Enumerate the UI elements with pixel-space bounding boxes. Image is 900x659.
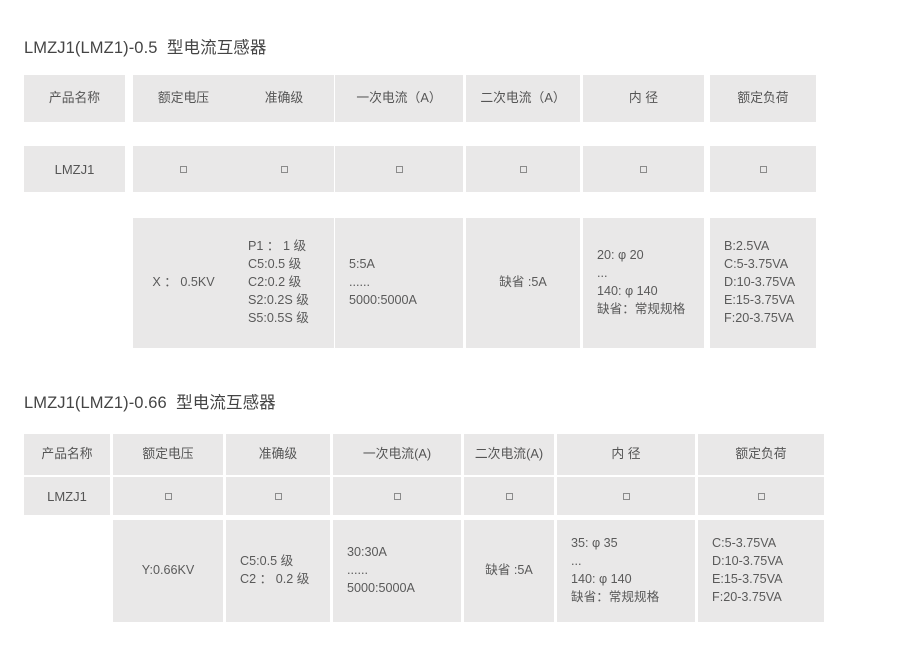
spec-text-accuracy-class: P1 ： 1 级 C5:0.5 级 C2:0.2 级 S2:0.2S 级 S5:… bbox=[248, 239, 309, 325]
spec-text-secondary-current: 缺省 :5A bbox=[499, 275, 547, 290]
selector-cell-rated-voltage[interactable] bbox=[133, 146, 234, 192]
selector-cell-rated-load[interactable] bbox=[698, 477, 824, 515]
selector-cell-accuracy-class[interactable] bbox=[234, 146, 334, 192]
selector-cell-primary-current[interactable] bbox=[333, 477, 461, 515]
selector-cell-secondary-current[interactable] bbox=[466, 146, 580, 192]
spec-cell-rated-load: C:5-3.75VA D:10-3.75VA E:15-3.75VA F:20-… bbox=[698, 520, 824, 622]
empty-square-icon bbox=[759, 165, 767, 173]
empty-square-icon bbox=[274, 492, 282, 500]
spec-cell-rated-load: B:2.5VA C:5-3.75VA D:10-3.75VA E:15-3.75… bbox=[710, 218, 816, 348]
empty-square-icon bbox=[640, 165, 647, 173]
spec-text-rated-load: C:5-3.75VA D:10-3.75VA E:15-3.75VA F:20-… bbox=[712, 536, 784, 604]
spec-text-rated-voltage: X ： 0.5KV bbox=[152, 275, 215, 290]
column-header-secondary-current: 二次电流（A） bbox=[466, 75, 580, 122]
empty-square-icon bbox=[395, 165, 403, 173]
spec-cell-primary-current: 5:5A ...... 5000:5000A bbox=[335, 218, 463, 348]
column-header-product-name: 产品名称 bbox=[24, 434, 110, 475]
spec-cell-primary-current: 30:30A ...... 5000:5000A bbox=[333, 520, 461, 622]
empty-square-icon bbox=[505, 492, 513, 500]
page-title-table-2: LMZJ1(LMZ1)-0.66 型电流互感器 bbox=[24, 394, 276, 412]
spec-text-accuracy-class: C5:0.5 级 C2 ： 0.2 级 bbox=[240, 554, 310, 586]
spec-cell-accuracy-class: P1 ： 1 级 C5:0.5 级 C2:0.2 级 S2:0.2S 级 S5:… bbox=[234, 218, 334, 348]
spec-text-inner-diameter: 20: φ 20 ... 140: φ 140 缺省：常规规格 bbox=[597, 248, 686, 316]
column-header-product-name: 产品名称 bbox=[24, 75, 125, 122]
column-header-accuracy-class: 准确级 bbox=[226, 434, 330, 475]
product-name-value: LMZJ1 bbox=[24, 477, 110, 515]
column-header-primary-current: 一次电流（A） bbox=[335, 75, 463, 122]
empty-square-icon bbox=[164, 492, 172, 500]
spec-cell-rated-voltage: X ： 0.5KV bbox=[133, 218, 234, 348]
empty-square-icon bbox=[519, 165, 527, 173]
spec-text-primary-current: 30:30A ...... 5000:5000A bbox=[347, 545, 415, 595]
column-header-secondary-current: 二次电流(A) bbox=[464, 434, 554, 475]
selector-cell-primary-current[interactable] bbox=[335, 146, 463, 192]
column-header-inner-diameter: 内 径 bbox=[583, 75, 704, 122]
empty-square-icon bbox=[280, 165, 288, 173]
selector-cell-inner-diameter[interactable] bbox=[583, 146, 704, 192]
spec-text-secondary-current: 缺省 :5A bbox=[485, 563, 533, 578]
empty-square-icon bbox=[622, 492, 630, 500]
column-header-rated-voltage: 额定电压 bbox=[133, 75, 234, 122]
column-header-accuracy-class: 准确级 bbox=[234, 75, 334, 122]
product-name-value: LMZJ1 bbox=[24, 146, 125, 192]
spec-text-rated-load: B:2.5VA C:5-3.75VA D:10-3.75VA E:15-3.75… bbox=[724, 239, 796, 325]
spec-cell-secondary-current: 缺省 :5A bbox=[464, 520, 554, 622]
column-header-rated-load: 额定负荷 bbox=[710, 75, 816, 122]
spec-cell-secondary-current: 缺省 :5A bbox=[466, 218, 580, 348]
spec-cell-inner-diameter: 35: φ 35 ... 140: φ 140 缺省：常规规格 bbox=[557, 520, 695, 622]
column-header-primary-current: 一次电流(A) bbox=[333, 434, 461, 475]
spec-cell-rated-voltage: Y:0.66KV bbox=[113, 520, 223, 622]
spec-text-inner-diameter: 35: φ 35 ... 140: φ 140 缺省：常规规格 bbox=[571, 536, 660, 604]
selector-cell-secondary-current[interactable] bbox=[464, 477, 554, 515]
selector-cell-rated-voltage[interactable] bbox=[113, 477, 223, 515]
spec-text-primary-current: 5:5A ...... 5000:5000A bbox=[349, 257, 417, 307]
column-header-inner-diameter: 内 径 bbox=[557, 434, 695, 475]
selector-cell-accuracy-class[interactable] bbox=[226, 477, 330, 515]
column-header-rated-voltage: 额定电压 bbox=[113, 434, 223, 475]
empty-square-icon bbox=[757, 492, 765, 500]
empty-square-icon bbox=[180, 165, 187, 173]
empty-square-icon bbox=[393, 492, 401, 500]
spec-cell-accuracy-class: C5:0.5 级 C2 ： 0.2 级 bbox=[226, 520, 330, 622]
selector-cell-inner-diameter[interactable] bbox=[557, 477, 695, 515]
column-header-rated-load: 额定负荷 bbox=[698, 434, 824, 475]
spec-text-rated-voltage: Y:0.66KV bbox=[141, 563, 195, 578]
page-title-table-1: LMZJ1(LMZ1)-0.5 型电流互感器 bbox=[24, 39, 267, 57]
spec-cell-inner-diameter: 20: φ 20 ... 140: φ 140 缺省：常规规格 bbox=[583, 218, 704, 348]
selector-cell-rated-load[interactable] bbox=[710, 146, 816, 192]
